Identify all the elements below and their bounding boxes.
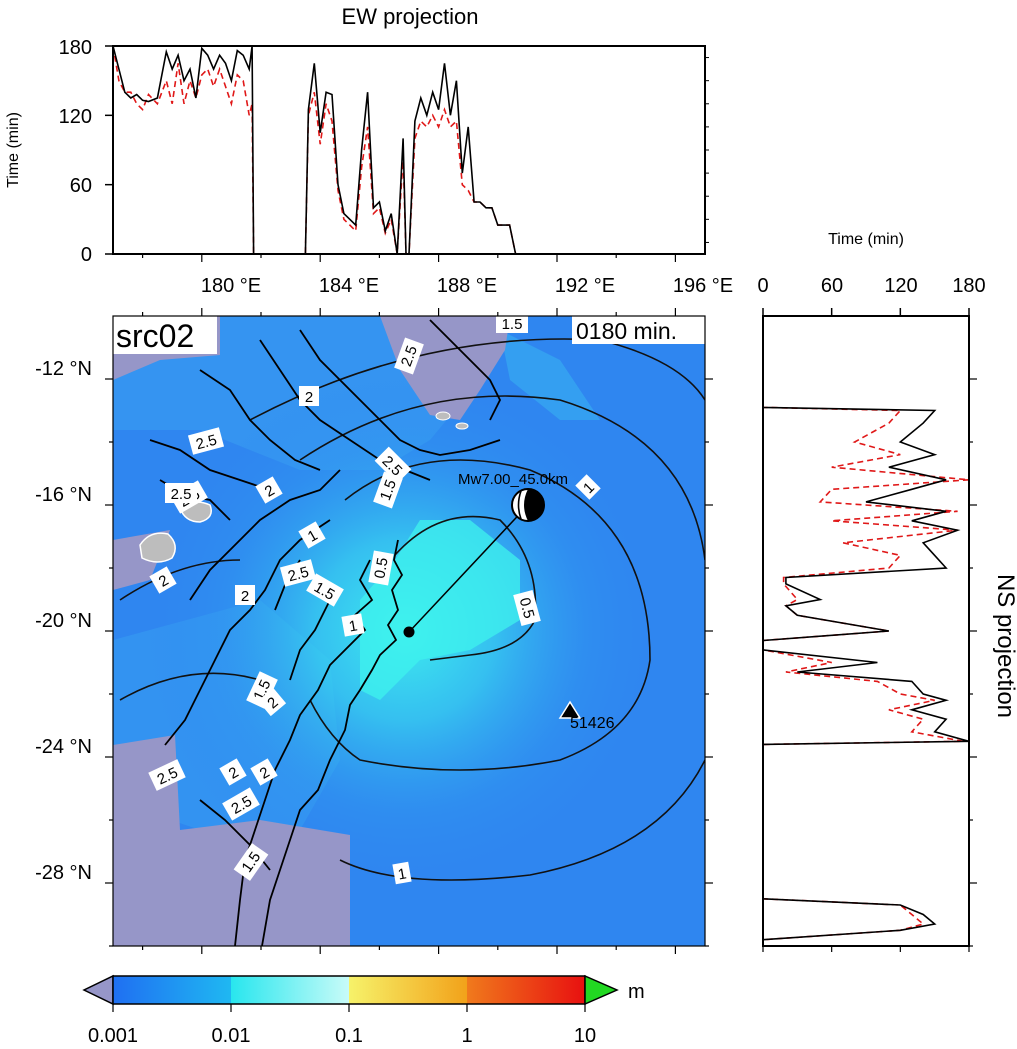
lon-label-188: 188 °E — [437, 275, 497, 297]
ns-frame — [762, 315, 970, 947]
ew-series-dashed — [113, 46, 519, 254]
ew-frame — [112, 45, 706, 255]
map-frame — [112, 315, 706, 947]
ns-xtick-120: 120 — [884, 275, 917, 297]
contour-label: 2 — [241, 588, 249, 605]
beachball-icon — [511, 488, 545, 522]
lat-label-28: -28 °N — [35, 862, 92, 884]
contour-1.5 — [299, 395, 705, 881]
ew-ylabel: Time (min) — [5, 112, 22, 188]
epicenter-marker — [403, 626, 415, 638]
contour-labels: 1.5 2.5 2 2.5 2.5 1.5 2 2.5 1 0.5 2.5 1.… — [148, 316, 601, 885]
contour-label: 1.5 — [502, 316, 523, 333]
contour-label: 2.5 — [286, 564, 311, 586]
map-ticks — [105, 308, 713, 954]
contour-2 — [249, 338, 705, 421]
contour-label: 1.5 — [377, 477, 400, 502]
ns-title: NS projection — [992, 574, 1017, 718]
wave-high-zone — [360, 520, 520, 700]
station-triangle-icon — [558, 700, 582, 719]
lat-label-16: -16 °N — [35, 484, 92, 506]
colorbar-unit: m — [628, 981, 645, 1003]
ns-x-tick-labels: 0 60 120 180 — [757, 275, 985, 297]
contour-label: 0.5 — [516, 596, 538, 621]
station-label: 51426 — [570, 715, 615, 732]
source-label: src02 — [116, 318, 194, 354]
colorbar-tick-label: 0.1 — [335, 1025, 363, 1047]
island — [435, 411, 451, 421]
ocean-shading — [500, 330, 600, 420]
contour-label: 2 — [305, 389, 313, 406]
contour-label: 1 — [348, 617, 359, 635]
ew-series-simulated — [113, 46, 519, 254]
contour-0.5 — [394, 515, 537, 661]
map-panel: 1.5 2.5 2 2.5 2.5 1.5 2 2.5 1 0.5 2.5 1.… — [35, 308, 713, 954]
colorbar-tick-label: 0.001 — [88, 1025, 138, 1047]
contour-label: 2.5 — [194, 432, 219, 454]
colorbar-tick-label: 1 — [461, 1025, 472, 1047]
source-label-box: src02 — [113, 316, 217, 354]
island — [139, 532, 176, 563]
ns-series-dashed — [763, 316, 969, 941]
colorbar-tick-label: 10 — [574, 1025, 596, 1047]
ns-series — [763, 316, 969, 941]
colorbar-ticks — [112, 1004, 586, 1012]
ew-ytick-0: 0 — [81, 244, 92, 266]
lat-label-12: -12 °N — [35, 358, 92, 380]
time-label: 0180 min. — [576, 318, 677, 344]
ew-ticks — [105, 45, 709, 262]
lat-tick-labels: -12 °N -16 °N -20 °N -24 °N -28 °N — [35, 358, 92, 884]
time-label-box: 0180 min. — [572, 316, 705, 344]
ew-series — [113, 46, 519, 254]
lat-label-20: -20 °N — [35, 610, 92, 632]
ns-xtick-180: 180 — [952, 275, 985, 297]
island — [455, 422, 469, 430]
contour-1 — [309, 459, 651, 771]
colorbar-gradient — [112, 975, 586, 1005]
ew-panel: EW projection Time (min) 0 60 120 180 18… — [5, 4, 733, 297]
ew-ytick-120: 120 — [59, 106, 92, 128]
colorbar-over-arrow — [584, 974, 619, 1006]
ns-panel: Time (min) 0 60 120 180 NS projection — [757, 231, 1017, 952]
colorbar: 0.001 0.01 0.1 1 10 m — [82, 974, 645, 1047]
lon-label-192: 192 °E — [555, 275, 615, 297]
contour-label: 2.5 — [398, 343, 421, 368]
land-mask — [113, 735, 350, 946]
ns-ticks — [762, 308, 977, 952]
ns-series-simulated — [763, 316, 969, 941]
ns-xtick-60: 60 — [821, 275, 843, 297]
lon-label-180: 180 °E — [201, 275, 261, 297]
event-label: Mw7.00_45.0km — [458, 471, 568, 488]
ew-ytick-180: 180 — [59, 37, 92, 59]
ns-xtick-0: 0 — [757, 275, 768, 297]
lon-label-184: 184 °E — [319, 275, 379, 297]
ew-ytick-60: 60 — [70, 175, 92, 197]
lon-label-196: 196 °E — [673, 275, 733, 297]
colorbar-under-arrow — [82, 974, 114, 1006]
ew-y-tick-labels: 0 60 120 180 — [59, 37, 92, 266]
lat-label-24: -24 °N — [35, 736, 92, 758]
contour-label: 1 — [397, 865, 408, 883]
ew-title: EW projection — [342, 4, 479, 29]
source-offset-line — [408, 504, 529, 633]
ew-x-tick-labels: 180 °E 184 °E 188 °E 192 °E 196 °E — [201, 275, 733, 297]
contour-2.5 — [119, 559, 261, 701]
contour-label: 0.5 — [371, 556, 391, 579]
travel-time-contours — [119, 338, 705, 881]
contour-label: 2.5 — [171, 486, 192, 503]
ns-xlabel: Time (min) — [828, 231, 904, 248]
colorbar-tick-label: 0.01 — [212, 1025, 251, 1047]
